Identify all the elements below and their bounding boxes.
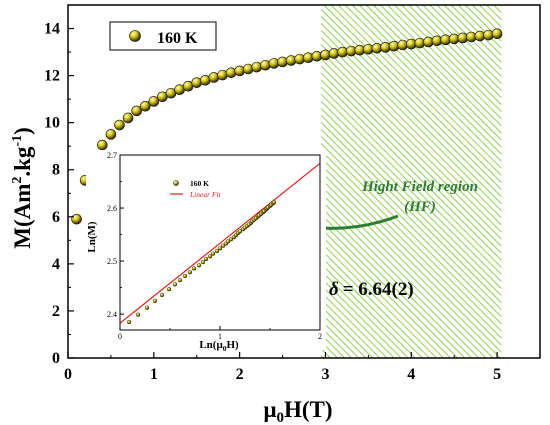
main-y-tick-label: 8 — [52, 162, 60, 179]
inset-data-point — [159, 292, 165, 298]
main-x-tick-label: 3 — [321, 366, 329, 383]
inset-data-point — [271, 200, 277, 205]
main-y-tick-label: 4 — [52, 256, 60, 273]
main-y-tick-label: 12 — [44, 68, 60, 85]
inset-y-tick-label: 2.5 — [107, 257, 117, 266]
inset-y-ticks: 2.4 2.5 2.6 2.7 — [107, 151, 124, 319]
high-field-shaded-region — [321, 5, 502, 358]
inset-y-tick-label: 2.6 — [107, 204, 117, 213]
main-x-axis-label: μ0H(T) — [263, 397, 332, 425]
main-y-tick-label: 10 — [44, 115, 60, 132]
inset-data-point — [144, 305, 150, 310]
main-x-tick-label: 1 — [150, 366, 158, 383]
main-y-tick-label: 2 — [52, 303, 60, 320]
inset-legend-label-fit: Linear Fit — [189, 190, 222, 199]
main-plot-frame — [67, 4, 541, 359]
main-data-point — [148, 96, 160, 107]
inset-legend: 160 K Linear Fit — [170, 179, 222, 199]
inset-data-point — [237, 229, 243, 234]
inset-plot: 0 1 2 2.4 2.5 2.6 2.7 160 K Linear Fit Ln(μ0H… — [86, 150, 326, 353]
inset-background — [86, 150, 326, 350]
linear-fit-line — [119, 162, 321, 324]
main-data-point — [260, 59, 271, 71]
inset-data-point — [210, 251, 216, 256]
inset-data-point — [207, 254, 213, 259]
main-x-tick-label: 0 — [64, 366, 72, 383]
main-legend-label: 160 K — [157, 30, 198, 47]
inset-x-tick-label: 0 — [118, 332, 122, 341]
main-data-point — [71, 213, 82, 225]
main-data-point — [251, 61, 263, 73]
inset-data-point — [152, 298, 158, 303]
inset-data-point — [203, 256, 209, 262]
main-legend-marker — [129, 30, 141, 42]
main-y-tick-label: 6 — [52, 209, 60, 226]
main-x-ticks: 0 1 2 3 4 5 — [64, 352, 501, 383]
inset-y-tick-label: 2.7 — [107, 151, 117, 160]
high-field-region-abbrev: (HF) — [404, 199, 436, 215]
main-x-tick-label: 4 — [407, 366, 415, 383]
main-x-tick-label: 5 — [493, 366, 501, 383]
inset-x-ticks: 0 1 2 — [118, 326, 322, 341]
main-data-point — [242, 63, 254, 75]
main-y-tick-label: 0 — [52, 350, 60, 367]
inset-data-point — [182, 273, 188, 279]
inset-x-axis-label: Ln(μ0H) — [199, 339, 239, 353]
inset-data-point — [135, 312, 141, 317]
main-data-point — [225, 67, 237, 79]
delta-annotation: δ = 6.64(2) — [329, 279, 414, 300]
main-data-point — [122, 112, 134, 124]
inset-data-points — [126, 200, 277, 325]
high-field-region-label: Hight Field region — [361, 179, 478, 195]
inset-data-point — [217, 246, 223, 251]
inset-data-point — [214, 248, 220, 254]
inset-data-point — [166, 287, 172, 292]
main-data-point — [491, 28, 503, 40]
inset-data-point — [225, 239, 231, 244]
inset-x-tick-label: 2 — [318, 332, 322, 341]
main-y-tick-label: 14 — [44, 21, 60, 38]
inset-data-point — [177, 278, 183, 283]
main-data-point — [234, 65, 245, 77]
inset-y-axis-label: Ln(M) — [86, 221, 98, 253]
main-y-axis-label: M(Am2.kg-1) — [10, 127, 35, 249]
inset-legend-label-data: 160 K — [190, 179, 209, 188]
main-data-point — [105, 129, 117, 140]
inset-data-point — [196, 263, 202, 268]
main-data-point — [131, 105, 142, 117]
inset-legend-marker — [173, 180, 179, 186]
main-data-point — [97, 139, 108, 151]
main-data-point — [114, 119, 125, 131]
inset-data-point — [228, 237, 234, 242]
main-y-ticks: 0 2 4 6 8 10 12 14 — [44, 21, 74, 367]
main-legend: 160 K — [109, 21, 217, 51]
inset-y-tick-label: 2.4 — [107, 310, 117, 319]
inset-data-point — [200, 260, 206, 265]
inset-x-tick-label: 1 — [218, 332, 222, 341]
main-data-points — [71, 28, 503, 225]
inset-data-point — [191, 266, 197, 271]
inset-data-point — [172, 282, 178, 287]
main-data-point — [139, 100, 151, 112]
main-legend-box — [109, 21, 217, 51]
inset-data-point — [220, 243, 226, 248]
inset-data-point — [126, 319, 132, 325]
inset-data-point — [187, 270, 193, 275]
main-x-tick-label: 2 — [236, 366, 244, 383]
